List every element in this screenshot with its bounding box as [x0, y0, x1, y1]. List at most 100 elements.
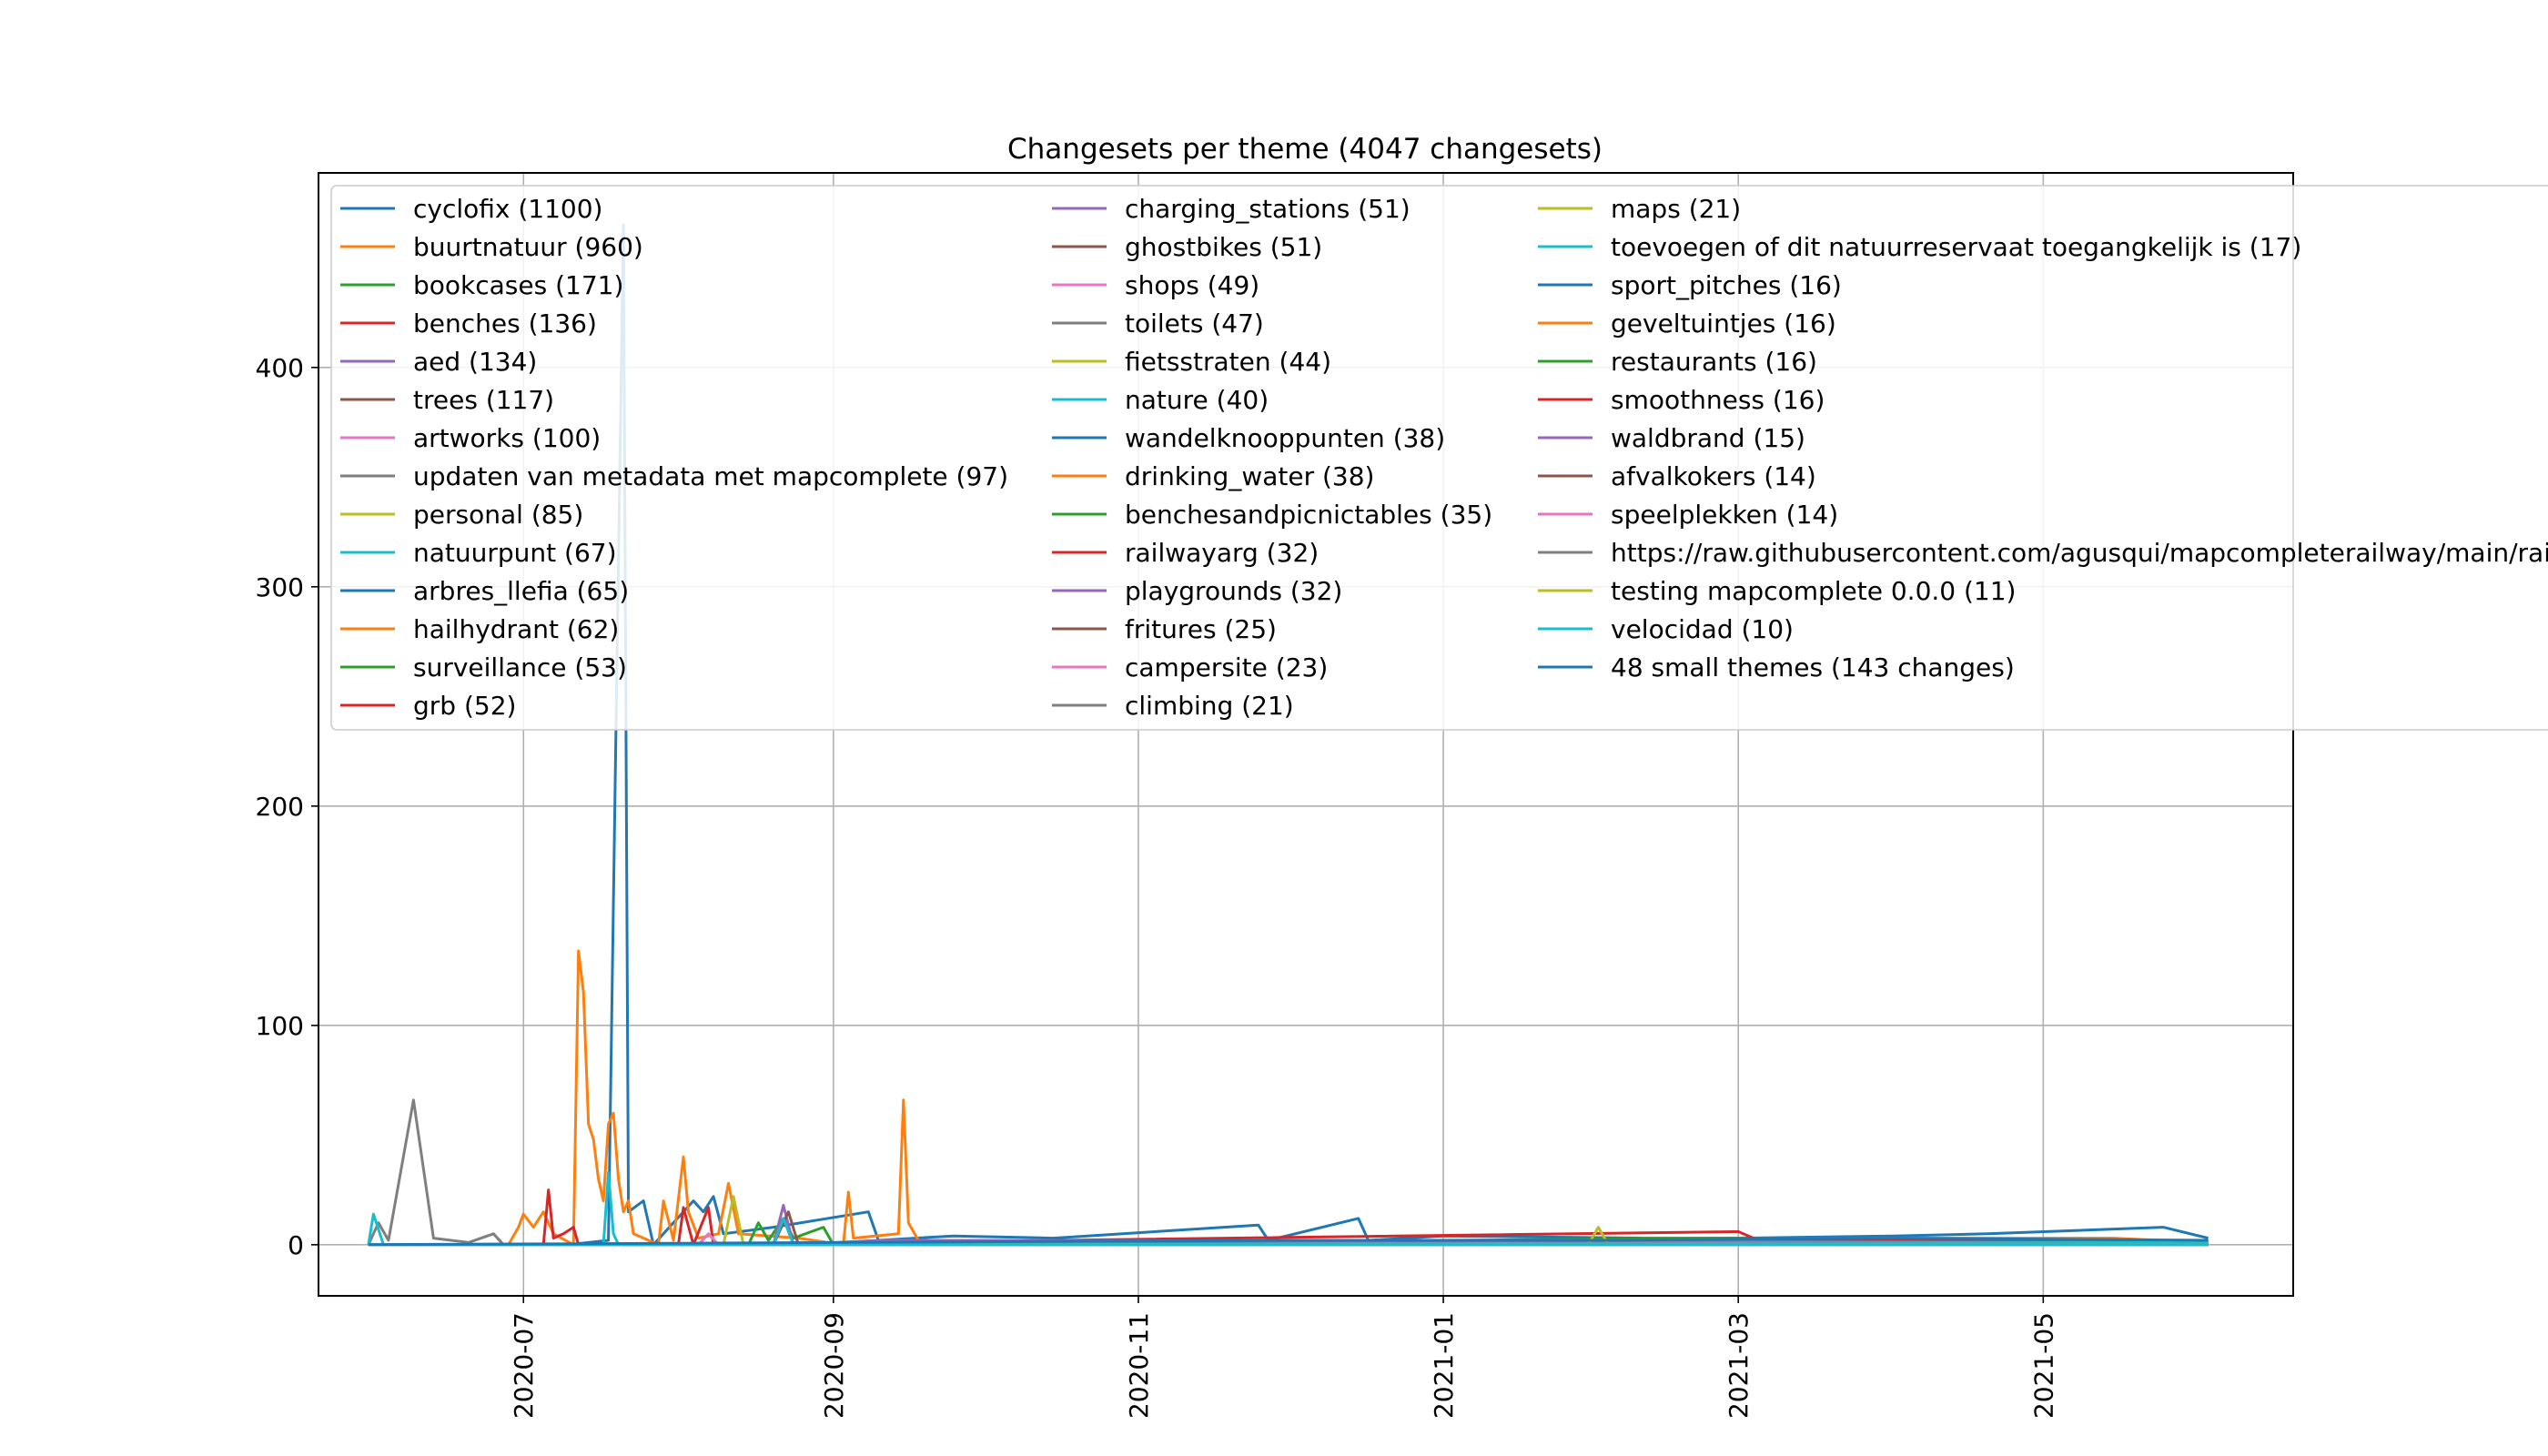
- legend-label-17: toilets (47): [1125, 308, 1264, 339]
- legend-label-24: playgrounds (32): [1125, 576, 1342, 606]
- y-tick-label-0: 0: [288, 1230, 304, 1260]
- series-line-7: [367, 1098, 2209, 1247]
- legend-entry-17: toilets (47): [1052, 308, 1264, 339]
- legend-entry-13: grb (52): [340, 691, 516, 721]
- legend-entry-3: benches (136): [340, 308, 597, 339]
- legend-label-22: benchesandpicnictables (35): [1125, 500, 1492, 530]
- legend: cyclofix (1100) buurtnatuur (960) bookcase…: [330, 185, 2548, 731]
- legend-entry-37: https://raw.githubusercontent.com/agusqu…: [1538, 538, 2548, 568]
- legend-entry-27: climbing (21): [1052, 691, 1294, 721]
- legend-label-7: updaten van metadata met mapcomplete (97…: [413, 461, 1008, 491]
- legend-label-9: natuurpunt (67): [413, 538, 617, 568]
- legend-entry-28: maps (21): [1538, 194, 1741, 224]
- legend-label-40: 48 small themes (143 changes): [1611, 652, 2015, 682]
- y-tick-label-3: 300: [256, 572, 304, 602]
- plot-frame: [318, 172, 2294, 1297]
- legend-label-30: sport_pitches (16): [1611, 270, 1842, 300]
- legend-entry-11: hailhydrant (62): [340, 614, 619, 644]
- legend-label-18: fietsstraten (44): [1125, 347, 1331, 377]
- x-axis-ticks: 2020-07 2020-09 2020-11 2021-01 2021-03 2021-…: [509, 1296, 2058, 1419]
- legend-label-32: restaurants (16): [1611, 347, 1817, 377]
- legend-label-23: railwayarg (32): [1125, 538, 1319, 568]
- legend-entry-16: shops (49): [1052, 270, 1259, 300]
- legend-entry-23: railwayarg (32): [1052, 538, 1319, 568]
- legend-entry-21: drinking_water (38): [1052, 461, 1374, 491]
- x-tick-label-5: 2021-05: [2028, 1312, 2058, 1419]
- legend-label-5: trees (117): [413, 385, 554, 415]
- series-lines: [367, 223, 2209, 1247]
- legend-label-37: https://raw.githubusercontent.com/agusqu…: [1611, 538, 2548, 568]
- legend-label-29: toevoegen of dit natuurreservaat toegang…: [1611, 232, 2301, 262]
- legend-entry-32: restaurants (16): [1538, 347, 1817, 377]
- legend-entry-18: fietsstraten (44): [1052, 347, 1331, 377]
- legend-entry-10: arbres_llefia (65): [340, 576, 629, 606]
- legend-entry-7: updaten van metadata met mapcomplete (97…: [340, 461, 1008, 491]
- legend-entry-20: wandelknooppunten (38): [1052, 423, 1445, 453]
- legend-entry-15: ghostbikes (51): [1052, 232, 1322, 262]
- legend-label-35: afvalkokers (14): [1611, 461, 1816, 491]
- legend-box: [330, 185, 2548, 731]
- x-tick-label-1: 2020-09: [819, 1312, 849, 1419]
- legend-label-8: personal (85): [413, 500, 583, 530]
- legend-label-14: charging_stations (51): [1125, 194, 1410, 224]
- legend-label-20: wandelknooppunten (38): [1125, 423, 1445, 453]
- legend-label-34: waldbrand (15): [1611, 423, 1805, 453]
- legend-entry-26: campersite (23): [1052, 652, 1328, 682]
- legend-entry-14: charging_stations (51): [1052, 194, 1410, 224]
- legend-entry-1: buurtnatuur (960): [340, 232, 643, 262]
- series-line-9: [367, 1170, 2209, 1247]
- legend-label-19: nature (40): [1125, 385, 1269, 415]
- x-tick-label-0: 2020-07: [509, 1312, 539, 1419]
- legend-entry-33: smoothness (16): [1538, 385, 1825, 415]
- legend-label-3: benches (136): [413, 308, 597, 339]
- y-tick-label-2: 200: [256, 792, 304, 822]
- legend-entry-35: afvalkokers (14): [1538, 461, 1816, 491]
- legend-entry-6: artworks (100): [340, 423, 601, 453]
- legend-entry-36: speelplekken (14): [1538, 500, 1838, 530]
- legend-entry-22: benchesandpicnictables (35): [1052, 500, 1492, 530]
- legend-label-39: velocidad (10): [1611, 614, 1794, 644]
- legend-entry-25: fritures (25): [1052, 614, 1277, 644]
- legend-entry-12: surveillance (53): [340, 652, 627, 682]
- legend-entry-24: playgrounds (32): [1052, 576, 1342, 606]
- legend-label-11: hailhydrant (62): [413, 614, 619, 644]
- legend-label-12: surveillance (53): [413, 652, 627, 682]
- y-axis-ticks: 0 100 200 300 400: [256, 353, 318, 1260]
- legend-label-36: speelplekken (14): [1611, 500, 1838, 530]
- x-tick-label-2: 2020-11: [1124, 1312, 1154, 1419]
- chart-title: Changesets per theme (4047 changesets): [1007, 133, 1603, 166]
- legend-label-6: artworks (100): [413, 423, 601, 453]
- y-tick-label-1: 100: [256, 1011, 304, 1041]
- legend-entry-29: toevoegen of dit natuurreservaat toegang…: [1538, 232, 2301, 262]
- legend-label-16: shops (49): [1125, 270, 1259, 300]
- legend-label-1: buurtnatuur (960): [413, 232, 643, 262]
- legend-label-13: grb (52): [413, 691, 516, 721]
- legend-entry-0: cyclofix (1100): [340, 194, 602, 224]
- series-line-40: [368, 1237, 2209, 1247]
- legend-label-28: maps (21): [1611, 194, 1741, 224]
- legend-entry-5: trees (117): [340, 385, 554, 415]
- legend-label-21: drinking_water (38): [1125, 461, 1374, 491]
- legend-entry-39: velocidad (10): [1538, 614, 1794, 644]
- legend-entry-30: sport_pitches (16): [1538, 270, 1842, 300]
- x-tick-label-4: 2021-03: [1724, 1312, 1754, 1419]
- legend-entry-9: natuurpunt (67): [340, 538, 617, 568]
- x-tick-label-3: 2021-01: [1429, 1312, 1459, 1419]
- legend-entry-34: waldbrand (15): [1538, 423, 1805, 453]
- legend-entry-8: personal (85): [340, 500, 583, 530]
- legend-entry-40: 48 small themes (143 changes): [1538, 652, 2015, 682]
- legend-entry-19: nature (40): [1052, 385, 1269, 415]
- legend-label-0: cyclofix (1100): [413, 194, 602, 224]
- legend-entry-38: testing mapcomplete 0.0.0 (11): [1538, 576, 2016, 606]
- legend-entry-31: geveltuintjes (16): [1538, 308, 1836, 339]
- legend-entry-4: aed (134): [340, 347, 537, 377]
- legend-label-31: geveltuintjes (16): [1611, 308, 1836, 339]
- legend-entry-2: bookcases (171): [340, 270, 623, 300]
- legend-label-33: smoothness (16): [1611, 385, 1825, 415]
- legend-label-4: aed (134): [413, 347, 537, 377]
- legend-label-38: testing mapcomplete 0.0.0 (11): [1611, 576, 2016, 606]
- legend-label-27: climbing (21): [1125, 691, 1294, 721]
- legend-label-15: ghostbikes (51): [1125, 232, 1322, 262]
- legend-label-26: campersite (23): [1125, 652, 1328, 682]
